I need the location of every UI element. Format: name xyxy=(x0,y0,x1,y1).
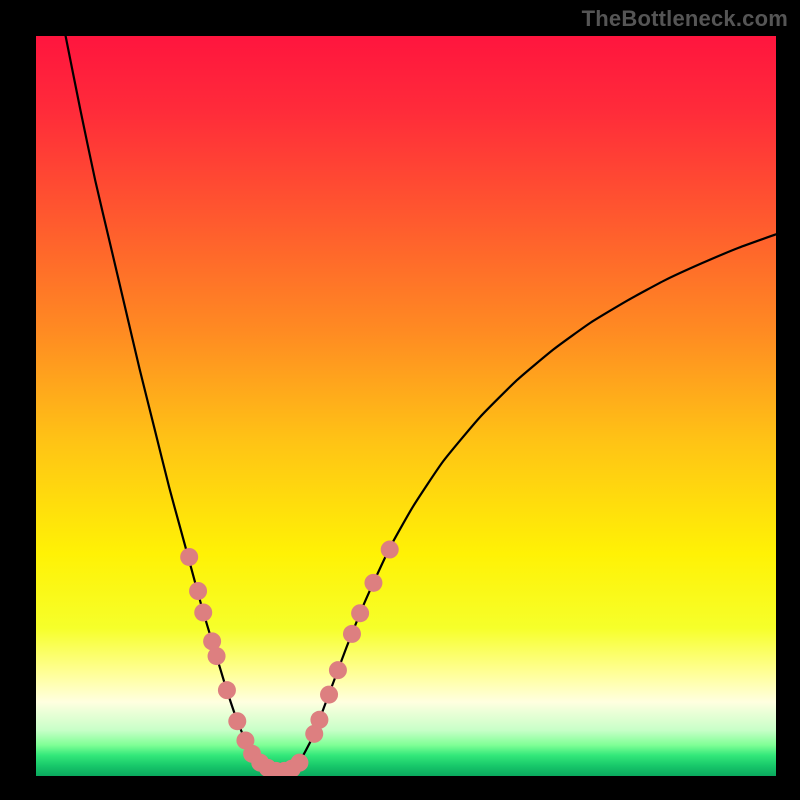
data-marker xyxy=(320,686,338,704)
data-marker xyxy=(218,681,236,699)
watermark-text: TheBottleneck.com xyxy=(582,6,788,32)
data-marker xyxy=(290,754,308,772)
data-marker xyxy=(194,603,212,621)
bottleneck-chart xyxy=(36,36,776,776)
data-marker xyxy=(180,548,198,566)
data-marker xyxy=(329,661,347,679)
chart-frame xyxy=(0,0,800,800)
data-marker xyxy=(310,711,328,729)
gradient-background xyxy=(36,36,776,776)
data-marker xyxy=(189,582,207,600)
data-marker xyxy=(381,541,399,559)
data-marker xyxy=(364,574,382,592)
data-marker xyxy=(228,712,246,730)
data-marker xyxy=(208,647,226,665)
data-marker xyxy=(351,604,369,622)
data-marker xyxy=(343,625,361,643)
